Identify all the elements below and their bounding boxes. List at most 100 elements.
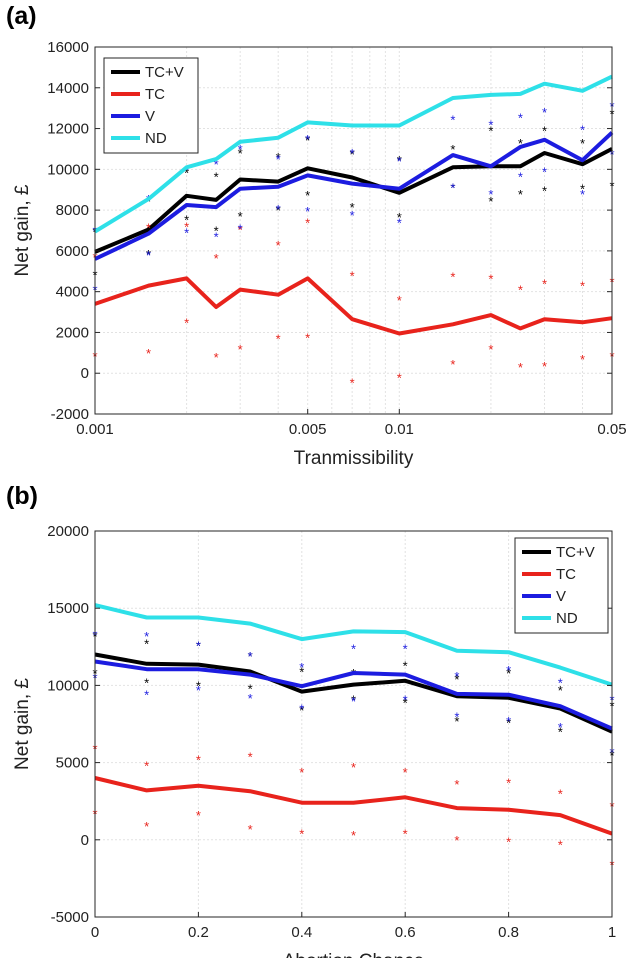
bound-marker: * — [276, 202, 281, 217]
bound-marker: * — [518, 169, 523, 184]
bound-marker: * — [580, 123, 585, 138]
chart-panel-0: *** ** *** ************ ****** * * * *** ********… — [12, 39, 627, 469]
legend: TC+V TC V ND — [514, 537, 609, 634]
series-line — [94, 776, 613, 836]
legend-label: V — [145, 108, 155, 125]
bound-marker: * — [558, 683, 563, 698]
bound-marker: * — [276, 152, 281, 167]
bound-marker: * — [518, 360, 523, 375]
series-line — [94, 147, 613, 254]
bound-marker: * — [488, 187, 493, 202]
y-tick-label: 5000 — [56, 755, 89, 772]
bound-marker: * — [144, 629, 149, 644]
bound-marker: * — [276, 150, 281, 165]
bound-marker: * — [488, 342, 493, 357]
bound-marker: * — [196, 753, 201, 768]
legend-label: V — [556, 588, 566, 605]
bound-marker: * — [238, 221, 243, 236]
y-tick-label: 2000 — [56, 324, 89, 341]
series-V: * ***** ** ***** **** ** * ** — [92, 627, 614, 759]
bound-marker: * — [454, 672, 459, 687]
bound-marker: * — [350, 200, 355, 215]
bound-marker: * — [580, 279, 585, 294]
legend-label: TC — [556, 566, 576, 583]
bound-marker: * — [305, 331, 310, 346]
bound-marker: * — [488, 194, 493, 209]
bound-marker: * — [238, 142, 243, 157]
bound-marker: * — [238, 146, 243, 161]
legend-label: TC — [145, 86, 165, 103]
bound-marker: * — [214, 251, 219, 266]
bound-marker: * — [196, 678, 201, 693]
bound-marker: * — [146, 247, 151, 262]
bound-marker: * — [558, 720, 563, 735]
series-V: * * * * * * * * * * * * * * * * * * * * * * * * * * * * * * — [92, 99, 614, 298]
bound-marker: * — [542, 184, 547, 199]
bound-marker: * — [403, 827, 408, 842]
bound-marker: * — [506, 666, 511, 681]
bound-marker: * — [351, 694, 356, 709]
legend-label: TC+V — [145, 64, 184, 81]
bound-marker: * — [397, 215, 402, 230]
y-tick-label: 6000 — [56, 243, 89, 260]
bound-marker: * — [542, 164, 547, 179]
bound-marker: * — [558, 675, 563, 690]
bound-marker: * — [518, 187, 523, 202]
bound-marker: * — [450, 181, 455, 196]
bound-marker: * — [146, 194, 151, 209]
x-tick-label: 0.01 — [385, 421, 414, 438]
bound-marker: * — [397, 153, 402, 168]
y-axis-label: Net gain, £ — [12, 678, 33, 770]
bound-marker: * — [248, 822, 253, 837]
bound-marker: * — [542, 359, 547, 374]
y-tick-label: 10000 — [47, 677, 89, 694]
bound-marker: * — [196, 638, 201, 653]
legend-label: TC+V — [556, 544, 595, 561]
bound-marker: * — [299, 702, 304, 717]
bound-marker: * — [146, 248, 151, 263]
series-line — [93, 74, 613, 234]
series-ND — [94, 603, 613, 687]
bound-marker: * — [144, 637, 149, 652]
series-line — [94, 659, 613, 731]
y-tick-label: 20000 — [47, 523, 89, 540]
bound-marker: * — [184, 212, 189, 227]
bound-marker: * — [558, 725, 563, 740]
bound-marker: * — [184, 219, 189, 234]
bound-marker: * — [350, 268, 355, 283]
bound-marker: * — [214, 169, 219, 184]
bound-marker: * — [450, 112, 455, 127]
bound-marker: * — [397, 154, 402, 169]
x-tick-label: 0 — [91, 924, 99, 941]
bound-marker: * — [403, 765, 408, 780]
legend-label: ND — [145, 130, 167, 147]
bound-marker: * — [350, 375, 355, 390]
x-tick-label: 0.4 — [291, 924, 312, 941]
bound-marker: * — [276, 332, 281, 347]
y-tick-label: 4000 — [56, 284, 89, 301]
bound-marker: * — [488, 271, 493, 286]
y-tick-label: 16000 — [47, 39, 89, 56]
y-tick-label: 10000 — [47, 161, 89, 178]
bound-marker: * — [454, 669, 459, 684]
bound-marker: * — [506, 834, 511, 849]
bound-marker: * — [518, 110, 523, 125]
x-axis-label: Abortion Chance — [283, 951, 425, 958]
bound-marker: * — [580, 182, 585, 197]
bound-marker: * — [580, 136, 585, 151]
bound-marker: * — [542, 277, 547, 292]
series-line — [94, 652, 613, 734]
bound-marker: * — [276, 203, 281, 218]
x-tick-label: 0.2 — [188, 924, 209, 941]
bound-marker: * — [196, 808, 201, 823]
bound-marker: * — [558, 837, 563, 852]
bound-marker: * — [350, 146, 355, 161]
bound-marker: * — [506, 714, 511, 729]
bound-marker: * — [305, 133, 310, 148]
bound-marker: * — [351, 641, 356, 656]
bound-marker: * — [305, 188, 310, 203]
x-tick-label: 0.05 — [597, 421, 626, 438]
x-tick-label: 0.6 — [395, 924, 416, 941]
bound-marker: * — [144, 819, 149, 834]
y-tick-label: 0 — [81, 832, 89, 849]
